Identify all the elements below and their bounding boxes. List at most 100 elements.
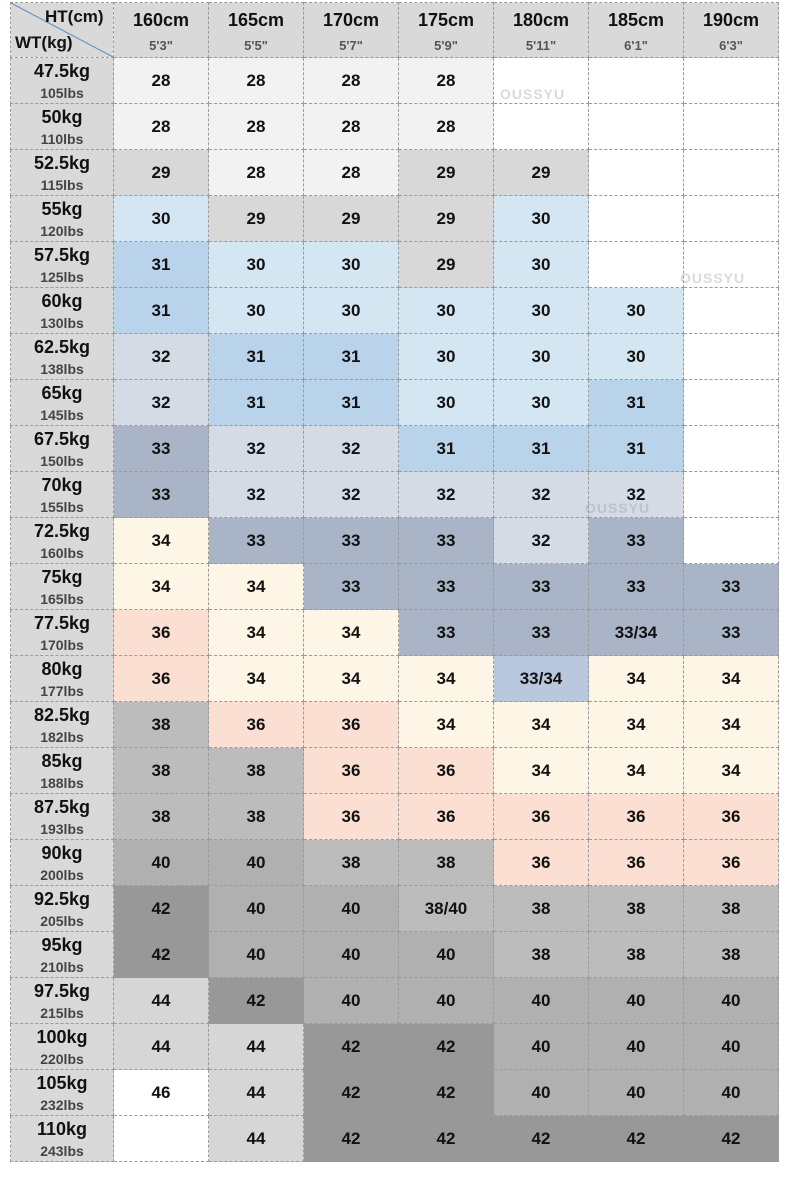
size-cell: 31 (303, 333, 399, 380)
diagonal-divider (11, 3, 113, 57)
size-cell: 38 (493, 885, 589, 932)
size-cell: 29 (113, 149, 209, 196)
size-cell: 42 (398, 1115, 494, 1162)
weight-kg: 90kg (41, 842, 83, 863)
weight-lbs: 120lbs (40, 222, 84, 239)
size-cell: 30 (208, 287, 304, 334)
table-row: 90kg 200lbs 40 40 38 38 36 36 36 (10, 839, 779, 886)
size-cell: 40 (588, 1069, 684, 1116)
size-cell: 32 (303, 471, 399, 518)
height-ft: 6'1" (624, 37, 648, 53)
table-row: 72.5kg 160lbs 34 33 33 33 32 33 (10, 517, 779, 564)
size-cell: 38 (113, 701, 209, 748)
size-cell: 40 (208, 885, 304, 932)
weight-row-header: 62.5kg 138lbs (10, 333, 114, 380)
weight-kg: 77.5kg (33, 612, 91, 633)
weight-kg: 85kg (41, 750, 83, 771)
size-cell: 30 (398, 379, 494, 426)
weight-row-header: 92.5kg 205lbs (10, 885, 114, 932)
size-cell: 28 (113, 103, 209, 150)
size-cell: 42 (303, 1023, 399, 1070)
size-cell: 38/40 (398, 885, 494, 932)
weight-row-header: 75kg 165lbs (10, 563, 114, 610)
size-cell: 40 (683, 1069, 779, 1116)
table-row: 52.5kg 115lbs 29 28 28 29 29 (10, 149, 779, 196)
table-row: 57.5kg 125lbs 31 30 30 29 30 (10, 241, 779, 288)
size-cell: 36 (493, 793, 589, 840)
size-cell: 30 (493, 379, 589, 426)
size-cell: 34 (208, 655, 304, 702)
size-cell: 31 (303, 379, 399, 426)
size-cell: 30 (493, 287, 589, 334)
weight-kg: 80kg (41, 658, 83, 679)
weight-row-header: 90kg 200lbs (10, 839, 114, 886)
size-cell: 34 (588, 747, 684, 794)
weight-kg: 60kg (41, 290, 83, 311)
size-chart-table: HT(cm) WT(kg) 160cm 5'3" 165cm 5'5" 170cm 5… (10, 2, 779, 1162)
height-cm: 160cm (132, 9, 190, 30)
size-cell: 28 (208, 149, 304, 196)
weight-row-header: 77.5kg 170lbs (10, 609, 114, 656)
size-cell (683, 287, 779, 334)
size-cell: 40 (398, 931, 494, 978)
size-cell: 34 (588, 701, 684, 748)
size-cell: 38 (493, 931, 589, 978)
table-row: 77.5kg 170lbs 36 34 34 33 33 33/34 33 (10, 609, 779, 656)
size-cell: 28 (303, 57, 399, 104)
size-cell (683, 425, 779, 472)
size-cell: 30 (493, 333, 589, 380)
column-header: 165cm 5'5" (208, 2, 304, 58)
size-cell: 28 (398, 57, 494, 104)
size-cell: 38 (113, 747, 209, 794)
size-cell: 46 (113, 1069, 209, 1116)
table-row: 55kg 120lbs 30 29 29 29 30 (10, 195, 779, 242)
size-cell: 30 (303, 241, 399, 288)
size-cell: 34 (208, 563, 304, 610)
size-cell: 34 (208, 609, 304, 656)
table-row: 110kg 243lbs 44 42 42 42 42 42 (10, 1115, 779, 1162)
weight-row-header: 72.5kg 160lbs (10, 517, 114, 564)
size-cell (683, 149, 779, 196)
size-cell: 36 (303, 793, 399, 840)
weight-row-header: 95kg 210lbs (10, 931, 114, 978)
size-cell: 40 (683, 1023, 779, 1070)
size-cell: 33 (493, 609, 589, 656)
size-cell: 31 (588, 425, 684, 472)
size-cell: 30 (398, 333, 494, 380)
column-header: 190cm 6'3" (683, 2, 779, 58)
weight-row-header: 70kg 155lbs (10, 471, 114, 518)
weight-row-header: 65kg 145lbs (10, 379, 114, 426)
size-cell: 29 (303, 195, 399, 242)
size-cell: 33 (303, 517, 399, 564)
table-row: 67.5kg 150lbs 33 32 32 31 31 31 (10, 425, 779, 472)
size-cell: 29 (398, 195, 494, 242)
size-cell (683, 379, 779, 426)
height-ft: 5'3" (149, 37, 173, 53)
weight-row-header: 110kg 243lbs (10, 1115, 114, 1162)
size-cell: 36 (588, 793, 684, 840)
size-cell: 42 (398, 1069, 494, 1116)
size-cell (493, 103, 589, 150)
weight-lbs: 243lbs (40, 1142, 84, 1159)
weight-lbs: 182lbs (40, 728, 84, 745)
size-cell: 42 (113, 885, 209, 932)
height-axis-label: HT(cm) (45, 7, 104, 26)
size-cell (683, 333, 779, 380)
weight-kg: 70kg (41, 474, 83, 495)
weight-row-header: 57.5kg 125lbs (10, 241, 114, 288)
table-row: 95kg 210lbs 42 40 40 40 38 38 38 (10, 931, 779, 978)
weight-kg: 50kg (41, 106, 83, 127)
weight-lbs: 110lbs (40, 130, 84, 147)
size-cell (683, 57, 779, 104)
height-cm: 165cm (227, 9, 285, 30)
size-cell (683, 241, 779, 288)
table-row: 100kg 220lbs 44 44 42 42 40 40 40 (10, 1023, 779, 1070)
weight-kg: 47.5kg (33, 60, 91, 81)
size-cell: 32 (208, 425, 304, 472)
size-cell: 42 (588, 1115, 684, 1162)
size-cell: 40 (493, 1069, 589, 1116)
table-row: 97.5kg 215lbs 44 42 40 40 40 40 40 (10, 977, 779, 1024)
height-cm: 180cm (512, 9, 570, 30)
size-cell: 31 (113, 287, 209, 334)
size-cell: 40 (683, 977, 779, 1024)
